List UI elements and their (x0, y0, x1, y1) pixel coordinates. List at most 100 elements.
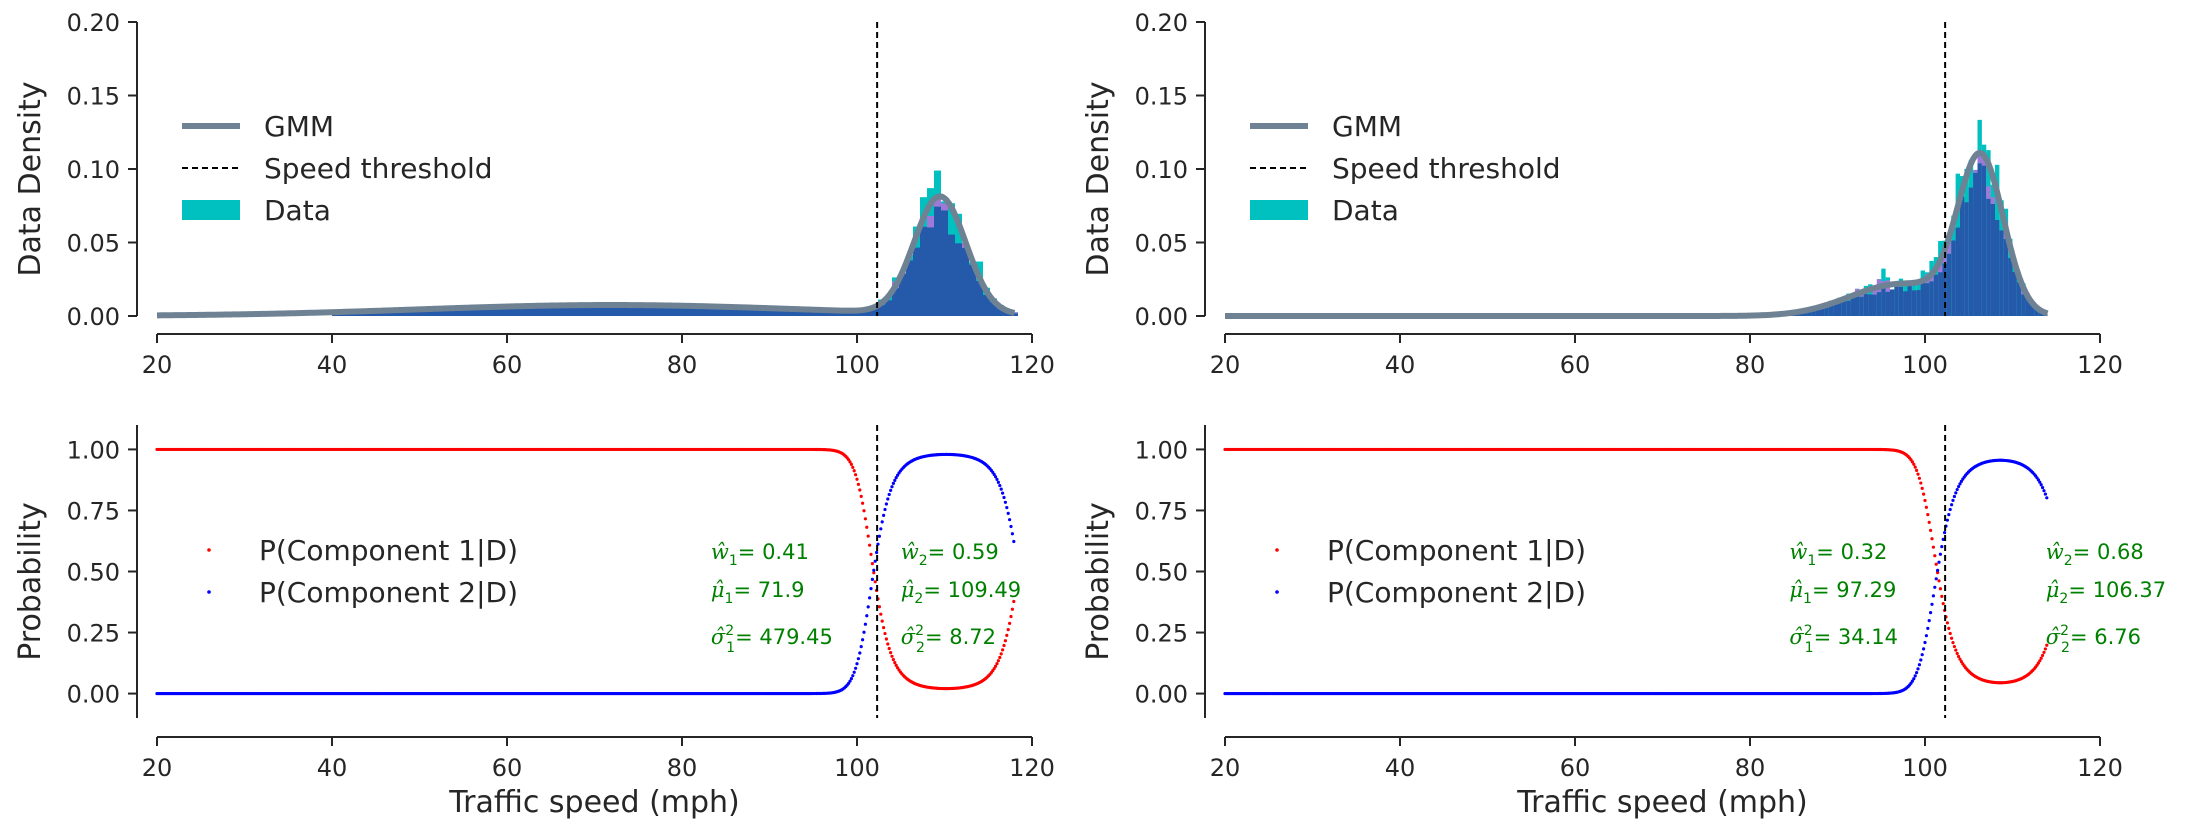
scatter-point-component-1 (1931, 545, 1935, 549)
scatter-point-component-2 (999, 487, 1003, 491)
histogram-bar-overlay (570, 307, 577, 316)
scatter-point-component-1 (873, 580, 877, 584)
scatter-point-component-1 (894, 663, 898, 667)
histogram-bar-overlay (752, 309, 759, 316)
histogram-bar-overlay (990, 302, 997, 316)
histogram-bar-overlay (1968, 187, 1974, 316)
scatter-point-component-1 (891, 658, 896, 662)
scatter-point-component-2 (880, 520, 884, 524)
scatter-point-component-1 (1951, 640, 1955, 645)
legend-label: Speed threshold (264, 152, 493, 185)
scatter-point-component-2 (1922, 647, 1926, 651)
scatter-point-component-1 (1937, 579, 1941, 583)
histogram-bar-overlay (1973, 169, 1978, 173)
legend-swatch-data (182, 200, 240, 220)
scatter-point-component-1 (893, 661, 897, 665)
histogram-bar-overlay (465, 309, 472, 316)
histogram-bar-overlay (612, 306, 619, 316)
scatter-point-component-2 (1917, 663, 1921, 667)
scatter-point-component-2 (1954, 491, 1958, 495)
histogram-bar-overlay (1841, 299, 1847, 316)
histogram-bar-overlay (843, 311, 850, 316)
gmm-curve (1224, 149, 2049, 319)
histogram-bar-overlay (661, 306, 668, 316)
annotation-subscript: 2 (2059, 591, 2068, 607)
annotation-value: 71.9 (758, 578, 805, 602)
annotation-symbol: ŵ (901, 540, 919, 564)
y-axis-label: Data Density (1081, 81, 1116, 276)
legend-marker-component-2 (207, 590, 211, 594)
annotation-symbol: σ̂ (901, 625, 916, 649)
histogram-bar-overlay (486, 308, 493, 316)
scatter-point-component-2 (1923, 640, 1927, 645)
scatter-point-component-2 (872, 568, 876, 572)
histogram-bar-overlay (703, 307, 710, 316)
histogram-bar-overlay (1946, 253, 1952, 316)
annotation-superscript: 2 (2060, 623, 2069, 639)
annotation-value: 479.45 (759, 625, 832, 649)
scatter-point-component-1 (1003, 639, 1008, 643)
annotation-equals: = (1816, 540, 1840, 564)
scatter-point-component-2 (855, 662, 859, 666)
histogram-bar-overlay (444, 309, 451, 316)
histogram-bar-overlay (535, 306, 542, 316)
annotation-subscript: 1 (729, 553, 738, 569)
x-tick-label: 80 (1735, 351, 1766, 379)
histogram-bar-overlay (1977, 152, 1982, 164)
annotation-var2: σ̂2 2= 8.72 (901, 623, 996, 656)
scatter-point-component-2 (1008, 518, 1012, 522)
scatter-point-component-1 (865, 525, 869, 529)
scatter-point-component-1 (2043, 647, 2047, 651)
y-tick-label: 0.75 (67, 497, 120, 525)
annotation-subscript: 2 (914, 591, 923, 607)
scatter-point-component-2 (886, 497, 890, 501)
scatter-point-component-2 (1912, 677, 1916, 681)
scatter-point-component-1 (1957, 654, 1961, 659)
scatter-point-component-1 (1927, 520, 1931, 524)
histogram-bar-overlay (521, 307, 528, 316)
histogram-bar-overlay (892, 288, 899, 316)
scatter-point-component-1 (1008, 621, 1012, 625)
histogram-bar-overlay (416, 309, 423, 316)
legend-label: GMM (264, 110, 334, 143)
scatter-point-component-1 (868, 543, 872, 547)
scatter-point-component-2 (1010, 532, 1015, 536)
annotation-subscript: 2 (2061, 640, 2070, 656)
histogram-bar-overlay (1916, 290, 1921, 316)
legend: GMM Speed threshold Data (1250, 110, 1561, 227)
scatter-point-component-1 (1920, 486, 1924, 490)
histogram-bar-overlay (955, 243, 962, 316)
scatter-point-component-2 (848, 679, 852, 683)
scatter-point-component-2 (994, 475, 998, 479)
annotation-equals: = (2070, 625, 2094, 649)
annotation-equals: = (2073, 540, 2097, 564)
y-tick-label: 0.05 (1135, 230, 1188, 258)
histogram-bar-overlay (633, 305, 640, 316)
x-tick-label: 100 (1902, 351, 1948, 379)
scatter-point-component-2 (1920, 653, 1924, 657)
scatter-point-component-1 (858, 488, 862, 492)
annotation-mu2: μ̂2= 106.37 (2046, 578, 2166, 607)
x-tick-label: 40 (317, 351, 348, 379)
histogram-bar-overlay (934, 206, 941, 316)
x-tick-label: 100 (1902, 754, 1948, 782)
scatter-point-component-2 (1937, 560, 1941, 564)
scatter-point-component-1 (852, 469, 856, 473)
scatter-point-component-2 (2038, 480, 2042, 484)
legend-label: Data (264, 194, 331, 227)
scatter-point-component-2 (868, 596, 872, 600)
legend-marker-component-1 (1275, 548, 1279, 552)
annotation-symbol: ŵ (2046, 540, 2064, 564)
legend-swatch-data (1250, 200, 1308, 220)
annotation-equals: = (2068, 578, 2092, 602)
histogram-bar-overlay (1872, 294, 1877, 316)
scatter-point-component-2 (1938, 552, 1942, 556)
scatter-point-component-2 (879, 527, 883, 531)
scatter-point-component-2 (2043, 492, 2047, 496)
scatter-point-component-1 (1938, 587, 1942, 591)
y-tick-label: 0.75 (1135, 497, 1188, 525)
scatter-point-component-2 (887, 492, 891, 497)
scatter-point-component-2 (1930, 602, 1934, 606)
y-tick-label: 1.00 (1135, 436, 1188, 464)
scatter-point-component-2 (1009, 524, 1013, 529)
